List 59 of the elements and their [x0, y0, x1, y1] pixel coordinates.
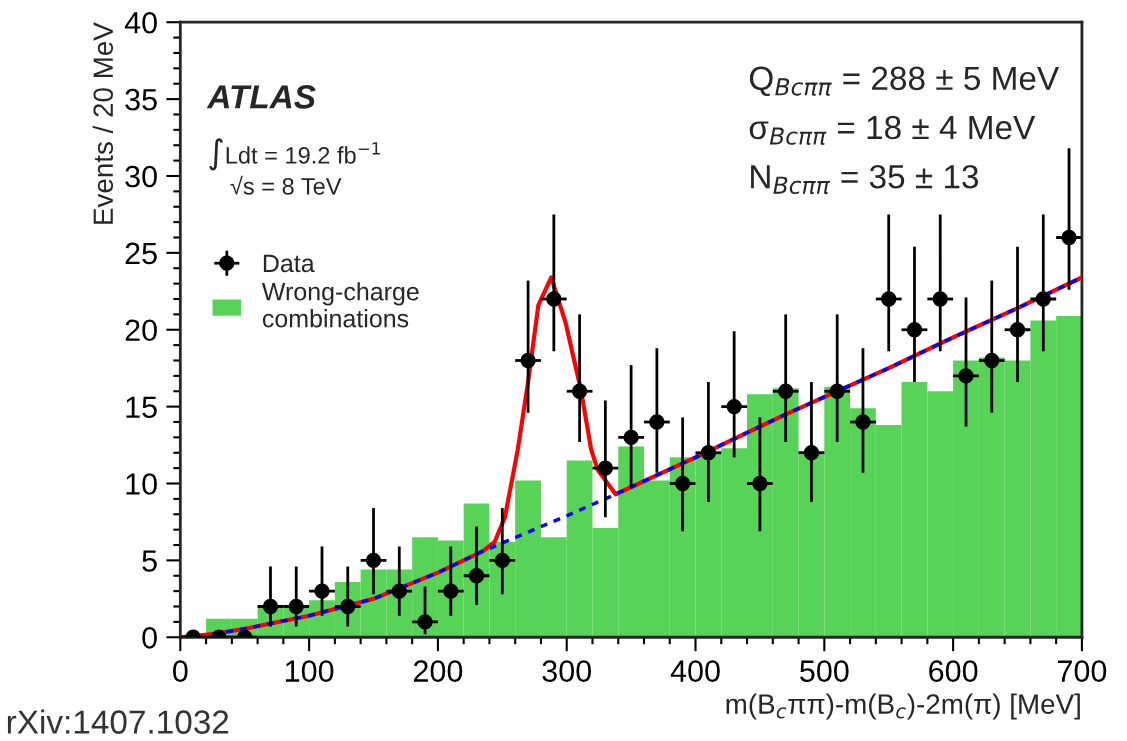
point	[288, 598, 304, 615]
point	[1009, 322, 1026, 338]
annotation: √s = 8 TeV	[230, 175, 342, 195]
x-tick-label: 200	[413, 660, 463, 682]
point	[778, 383, 794, 399]
point	[906, 322, 923, 338]
legend-label: Data	[263, 254, 315, 273]
x-tick-label: 0	[173, 660, 188, 682]
point	[571, 383, 588, 399]
x-tick-label: 600	[929, 660, 978, 682]
y-tick-label: 10	[126, 473, 157, 495]
point	[932, 291, 948, 307]
x-axis-title: m(B$_{c}$ππ)-m(B$_{c}$)-2m(π) [MeV]	[726, 693, 1080, 720]
point	[649, 414, 665, 430]
legend-label: Wrong-charge combinations	[261, 282, 419, 328]
point	[984, 352, 1000, 369]
annotation: Q$_{Bcππ}$ = 288 ± 5 MeV	[749, 66, 1060, 97]
y-tick-label: 20	[125, 319, 157, 342]
x-tick-label: 400	[670, 660, 720, 682]
annotation: N$_{Bcππ}$ = 35 ± 13	[751, 164, 979, 195]
point	[675, 475, 691, 492]
point	[314, 583, 330, 599]
y-tick-label: 25	[125, 242, 157, 265]
y-tick-label: 5	[142, 550, 157, 572]
annotation: σ$_{Bcππ}$ = 18 ± 4 MeV	[749, 115, 1036, 145]
point	[958, 368, 974, 384]
y-tick-label: 40	[124, 11, 157, 34]
point	[829, 383, 845, 399]
y-tick-label: 15	[126, 396, 157, 418]
point	[520, 352, 536, 369]
point	[391, 583, 407, 599]
point	[468, 568, 485, 584]
point	[262, 598, 279, 615]
point	[623, 429, 639, 446]
x-tick-label: 700	[1058, 660, 1107, 682]
annotation: ∫Ldt = 19.2 fb$^{−1}$	[209, 138, 380, 171]
point	[726, 398, 742, 415]
point	[752, 475, 768, 492]
point	[597, 460, 613, 476]
point	[443, 583, 459, 599]
point	[855, 414, 871, 430]
text: rXiv:1407.1032	[7, 709, 229, 734]
y-axis-title: Events / 20 MeV	[92, 22, 114, 224]
point	[365, 552, 382, 569]
x-tick-label: 500	[800, 660, 849, 682]
point	[1061, 229, 1077, 246]
x-tick-label: 300	[542, 660, 592, 682]
point	[546, 291, 562, 307]
point	[881, 291, 897, 307]
point	[494, 552, 510, 569]
y-tick-label: 30	[125, 165, 157, 188]
point	[1035, 291, 1051, 307]
annotation: ATLAS	[206, 85, 316, 109]
point	[700, 445, 717, 461]
y-tick-label: 0	[142, 627, 157, 649]
point	[803, 445, 820, 461]
point	[417, 614, 433, 630]
y-tick-label: 35	[125, 88, 157, 111]
x-tick-label: 100	[285, 660, 334, 682]
